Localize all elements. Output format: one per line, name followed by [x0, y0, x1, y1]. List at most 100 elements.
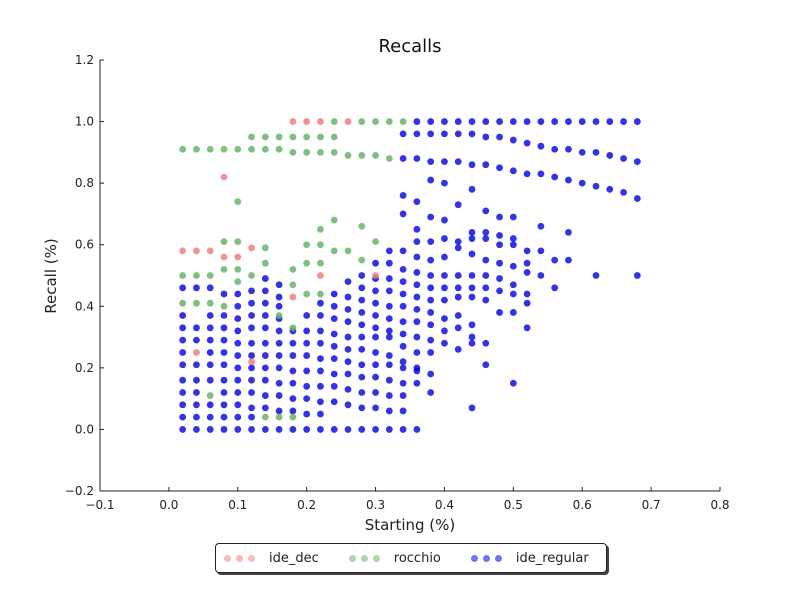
data-point — [565, 145, 572, 153]
data-point — [330, 426, 338, 433]
data-point — [441, 235, 448, 242]
data-point — [206, 413, 214, 421]
x-tick-label: 0.7 — [642, 498, 661, 512]
data-point — [385, 327, 393, 335]
data-point — [509, 167, 517, 175]
data-point — [317, 259, 324, 267]
data-point — [179, 413, 187, 421]
data-point — [565, 229, 572, 236]
data-point — [468, 404, 476, 412]
data-point — [578, 118, 586, 125]
data-point — [413, 118, 421, 125]
legend-label: rocchio — [393, 550, 441, 566]
data-point — [399, 302, 407, 310]
data-point — [427, 284, 435, 292]
data-point — [413, 305, 421, 313]
legend-dot — [372, 554, 380, 562]
x-tick-label: 0.8 — [710, 498, 729, 512]
data-point — [261, 413, 269, 421]
data-point — [179, 324, 187, 332]
x-tick-label: 0.4 — [435, 498, 454, 512]
data-point — [372, 426, 379, 433]
data-point — [261, 339, 269, 347]
data-point — [482, 361, 490, 369]
data-point — [385, 302, 393, 310]
data-point — [317, 367, 324, 375]
data-point — [372, 389, 379, 396]
data-point — [344, 426, 352, 433]
data-point — [234, 413, 242, 421]
data-point — [179, 376, 187, 384]
data-point — [234, 145, 242, 153]
data-point — [385, 259, 393, 267]
data-point — [441, 179, 448, 187]
data-point — [482, 235, 490, 242]
data-point — [220, 361, 228, 369]
data-point — [523, 299, 531, 307]
data-point — [220, 238, 228, 246]
data-point — [565, 256, 572, 264]
data-point — [179, 336, 187, 344]
data-point — [289, 133, 297, 141]
data-point — [413, 367, 421, 375]
data-point — [330, 315, 338, 322]
data-point — [468, 161, 476, 169]
data-point — [509, 118, 517, 125]
data-point — [482, 207, 490, 215]
data-point — [620, 188, 627, 196]
data-point — [261, 392, 269, 399]
data-point — [399, 278, 407, 286]
data-point — [427, 389, 435, 396]
data-point — [468, 284, 476, 292]
data-point — [275, 133, 283, 141]
data-point — [358, 321, 366, 329]
data-point — [193, 413, 200, 421]
data-point — [220, 145, 228, 153]
data-point — [303, 410, 311, 418]
data-point — [234, 302, 242, 310]
data-point — [482, 296, 490, 304]
data-point — [496, 118, 503, 125]
data-point — [248, 358, 255, 366]
data-point — [358, 389, 366, 396]
data-point — [385, 275, 393, 282]
data-point — [303, 367, 311, 375]
data-point — [385, 376, 393, 384]
data-point — [496, 133, 503, 141]
data-point — [193, 389, 200, 396]
data-point — [372, 404, 379, 412]
data-point — [289, 148, 297, 156]
data-point — [261, 244, 269, 252]
data-point — [289, 367, 297, 375]
data-point — [523, 259, 531, 267]
legend-marker — [224, 554, 255, 562]
data-point — [317, 327, 324, 335]
data-point — [330, 118, 338, 125]
series-rocchio — [179, 118, 407, 421]
data-point — [441, 296, 448, 304]
data-point — [413, 269, 421, 276]
data-point — [468, 235, 476, 242]
legend: ide_dec rocchio ide_regular — [215, 543, 607, 573]
data-point — [303, 395, 311, 403]
data-point — [220, 302, 228, 310]
data-point — [248, 299, 255, 307]
data-point — [399, 358, 407, 366]
data-point — [372, 349, 379, 356]
data-point — [206, 426, 214, 433]
data-point — [496, 287, 503, 295]
data-point — [220, 389, 228, 396]
data-point — [358, 222, 366, 230]
data-point — [303, 327, 311, 335]
data-point — [482, 229, 490, 236]
data-point — [261, 376, 269, 384]
data-point — [413, 155, 421, 162]
data-point — [317, 426, 324, 433]
y-tick-label: 1.2 — [75, 53, 94, 67]
data-point — [454, 293, 462, 301]
data-point — [399, 342, 407, 350]
data-point — [523, 170, 531, 178]
data-point — [275, 145, 283, 153]
data-point — [372, 238, 379, 246]
x-tick-label: −0.1 — [85, 498, 114, 512]
